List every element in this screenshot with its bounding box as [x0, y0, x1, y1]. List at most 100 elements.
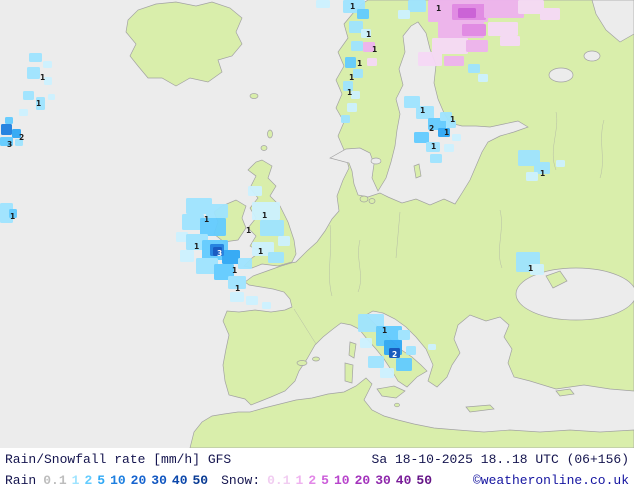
precipitation-cell — [360, 338, 372, 348]
precipitation-cell — [432, 38, 468, 54]
snow-scale-value: 10 — [333, 472, 350, 488]
precip-value-label: 1 — [10, 212, 15, 221]
precip-value-label: 1 — [357, 59, 362, 68]
precip-value-label: 1 — [420, 106, 425, 115]
precipitation-cell — [206, 204, 228, 218]
precipitation-cell — [230, 292, 244, 302]
precipitation-cell — [0, 137, 13, 146]
precip-value-label: 1 — [350, 2, 355, 11]
snow-scale-values: 0.1 1 2 5 10 20 30 40 50 — [267, 473, 432, 488]
iceland-landmass — [125, 1, 243, 87]
rain-scale-value: 2 — [84, 472, 93, 488]
precipitation-cell — [248, 186, 262, 196]
rain-scale-values: 0.1 1 2 5 10 20 30 40 50 — [43, 473, 208, 488]
precipitation-cell — [406, 346, 416, 355]
snow-scale-value: 0.1 — [267, 472, 291, 488]
precip-value-label: 1 — [366, 30, 371, 39]
malta-island — [394, 402, 400, 408]
shetland-islands — [267, 129, 273, 139]
north-africa-landmass — [189, 377, 634, 448]
precipitation-cell — [316, 0, 330, 8]
precipitation-cell — [222, 250, 240, 264]
precipitation-cell — [468, 64, 480, 73]
precipitation-cell — [466, 40, 488, 52]
precipitation-cell — [556, 160, 565, 167]
precipitation-cell — [518, 0, 544, 14]
precipitation-cell — [444, 144, 454, 152]
precipitation-cell — [19, 109, 28, 116]
lake-ladoga — [548, 67, 574, 83]
precipitation-cell — [353, 69, 363, 78]
precipitation-cell — [29, 53, 42, 62]
precipitation-cell — [458, 8, 476, 18]
snow-scale-value: 30 — [375, 472, 391, 488]
rain-scale-value: 5 — [97, 472, 106, 488]
precipitation-cell — [200, 218, 226, 236]
precipitation-cell — [500, 36, 520, 46]
precipitation-cell — [27, 67, 40, 79]
faroe-islands — [249, 93, 259, 99]
precipitation-cell — [180, 250, 194, 262]
rain-scale-value: 0.1 — [43, 472, 67, 488]
precipitation-layer — [0, 0, 565, 378]
precipitation-cell — [351, 91, 360, 99]
precipitation-cell — [418, 52, 442, 66]
snow-scale-value: 2 — [308, 472, 317, 488]
rain-scale-value: 40 — [171, 472, 188, 488]
crete-island — [465, 404, 495, 413]
precipitation-cell — [44, 77, 52, 85]
precipitation-cell — [186, 198, 212, 214]
copyright-link[interactable]: ©weatheronline.co.uk — [472, 472, 629, 488]
precipitation-cell — [440, 112, 452, 121]
precipitation-cell — [444, 56, 464, 66]
precipitation-cell — [361, 29, 371, 38]
precip-value-label: 1 — [347, 88, 352, 97]
precip-value-label: 1 — [258, 247, 263, 256]
borders-layer — [293, 111, 605, 345]
precipitation-cell — [398, 330, 410, 340]
precip-value-label: 2 — [392, 350, 397, 359]
orkney-islands — [260, 145, 268, 151]
precipitation-cell — [23, 91, 34, 100]
black-sea — [515, 267, 634, 321]
precipitation-cell — [363, 42, 375, 52]
precip-value-label: 2 — [19, 133, 24, 142]
precipitation-cell — [530, 264, 544, 275]
precip-value-label: 1 — [235, 284, 240, 293]
precipitation-cell — [478, 74, 488, 82]
precipitation-cell — [246, 296, 258, 305]
precipitation-cell — [396, 358, 412, 371]
precipitation-cell — [526, 172, 538, 181]
precipitation-cell — [534, 162, 550, 174]
precipitation-cell — [196, 258, 218, 274]
precipitation-cell — [349, 21, 363, 33]
precipitation-cell — [416, 106, 434, 119]
precipitation-cell — [36, 97, 45, 110]
precipitation-cell — [5, 117, 13, 124]
precip-value-label: 1 — [262, 211, 267, 220]
precipitation-cell — [343, 81, 353, 91]
precip-value-label: 2 — [429, 124, 434, 133]
precipitation-cell — [380, 368, 394, 378]
lake-onega — [583, 50, 601, 62]
snow-scale-value: 5 — [321, 472, 329, 488]
funen-island — [368, 198, 376, 204]
precipitation-cell — [347, 103, 357, 112]
precipitation-cell — [426, 142, 440, 152]
precipitation-cell — [262, 302, 271, 309]
precipitation-cell — [398, 10, 410, 19]
precipitation-cell — [252, 202, 280, 220]
white-sea — [591, 0, 634, 43]
rain-scale-value: 50 — [192, 472, 209, 488]
precipitation-cell — [430, 154, 442, 163]
precipitation-cell — [404, 96, 420, 108]
lake-vanern — [370, 157, 382, 165]
precip-value-label: 1 — [382, 326, 387, 335]
snow-scale-value: 40 — [395, 472, 412, 488]
legend-footer: Rain/Snowfall rate [mm/h] GFS Sa 18-10-2… — [0, 448, 634, 490]
precipitation-cell — [345, 57, 356, 68]
crimea-peninsula — [545, 270, 568, 289]
